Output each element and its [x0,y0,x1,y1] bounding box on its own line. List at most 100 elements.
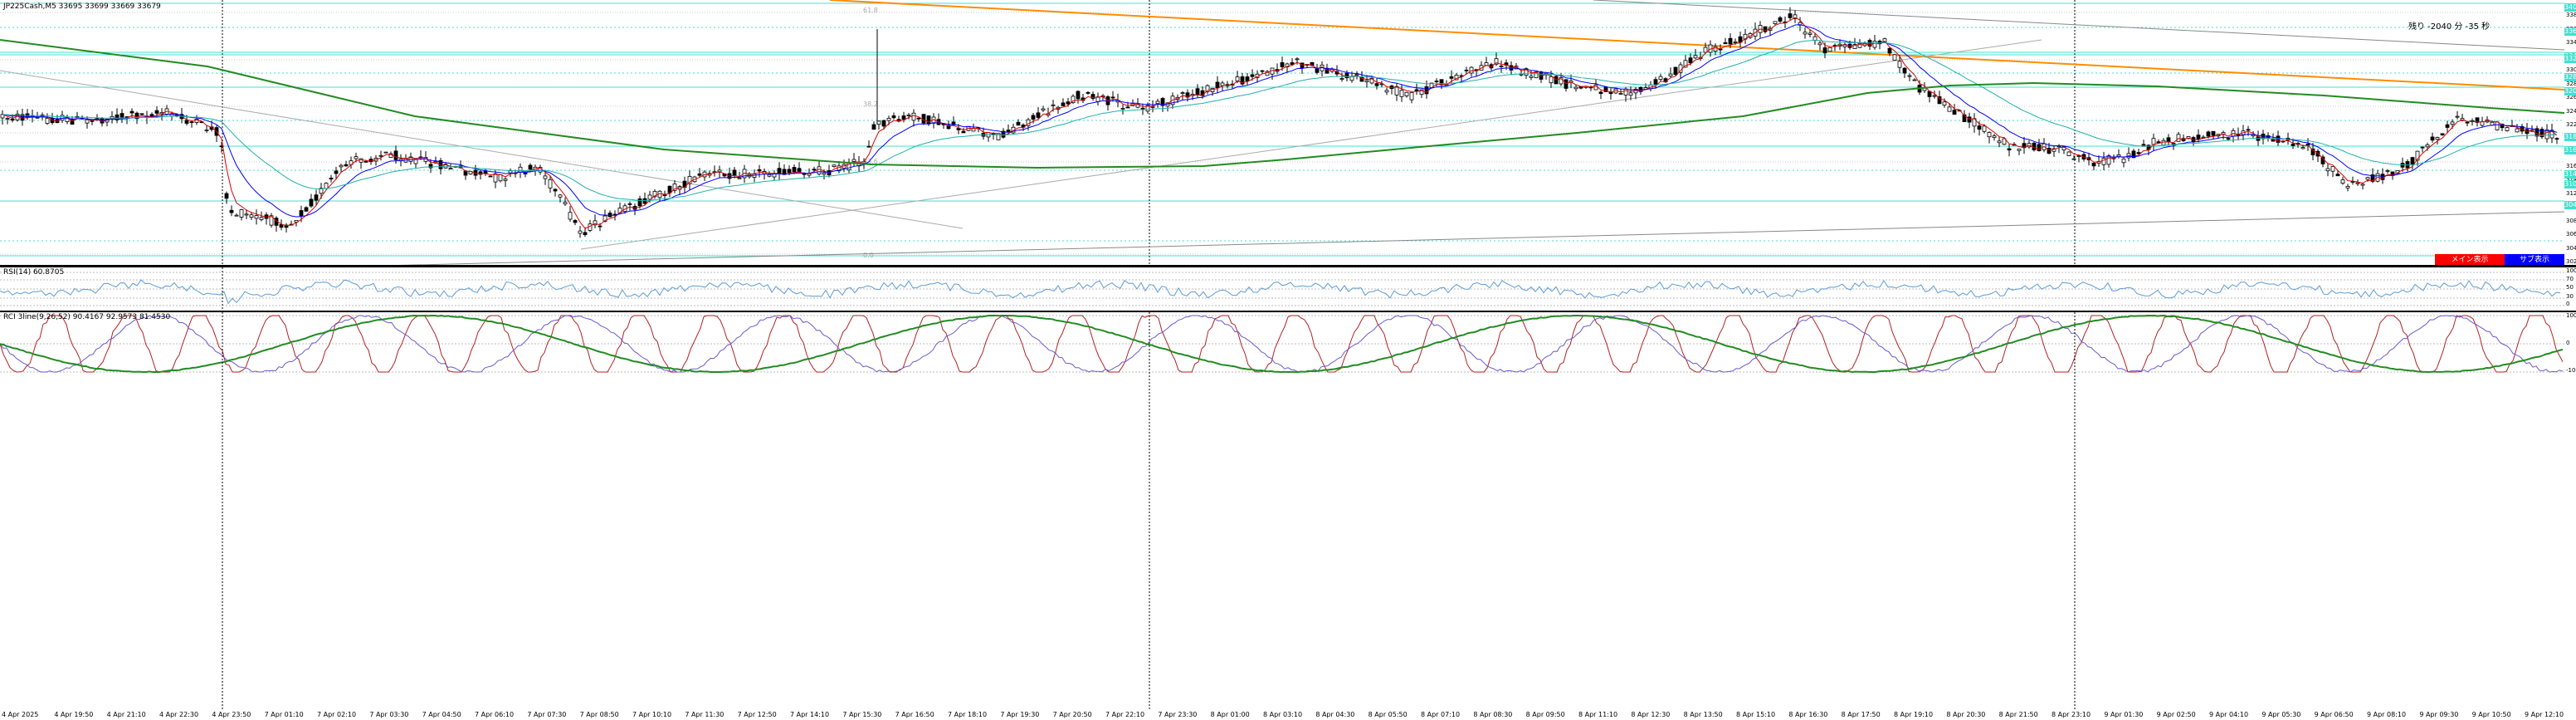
bullish-candle [1295,58,1300,61]
price-axis-label: 33482 [2566,39,2576,46]
price-level-tag: 34082 [2564,3,2576,12]
bullish-candle [2385,169,2390,172]
bullish-candle [1947,106,1952,112]
bearish-candle [428,164,433,169]
bearish-candle [2226,138,2231,140]
bearish-candle [129,110,134,114]
bearish-candle [1449,76,1454,79]
bearish-candle [1578,86,1583,89]
bullish-candle [1524,68,1529,76]
bearish-candle [1061,102,1066,106]
rci-axis-label: -100 [2566,367,2576,374]
bullish-candle [2450,121,2455,125]
price-chart-canvas[interactable]: 61.8 38.2 23.6 0.0 [0,0,2564,266]
rci-pane[interactable]: RCI 3line(9,26,52) 90.4167 92.9573 81.45… [0,312,2564,709]
bullish-candle [911,112,916,121]
bearish-candle [2539,129,2544,138]
bullish-candle [2415,150,2420,161]
bullish-candle [324,183,329,189]
bearish-candle [2196,135,2201,140]
bearish-candle [2554,138,2559,140]
bearish-candle [2037,144,2042,151]
bearish-candle [1250,74,1255,77]
bullish-candle [2101,158,2106,165]
bearish-candle [812,169,817,171]
sub-view-button[interactable]: サブ表示 [2505,254,2564,266]
bearish-candle [951,121,956,125]
bullish-candle [1693,55,1698,59]
price-level-tag: 32877 [2564,73,2576,81]
bearish-candle [1778,17,1783,22]
price-level-tag: 31077 [2564,180,2576,189]
bearish-candle [961,130,966,134]
bullish-candle [672,184,677,191]
bullish-candle [1748,33,1753,38]
rsi-pane[interactable]: RSI(14) 60.8705 [0,267,2564,311]
bearish-candle [1076,91,1081,100]
bullish-candle [2325,168,2330,172]
bullish-candle [1992,135,1997,139]
bullish-candle [2515,128,2520,133]
bearish-candle [667,185,672,193]
bullish-candle [319,188,324,194]
bearish-candle [229,209,234,213]
bullish-candle [1987,132,1992,138]
bullish-candle [503,179,508,181]
bearish-candle [866,145,871,148]
bullish-candle [2505,127,2510,131]
ema-mid-line [2,40,2558,202]
bullish-candle [239,209,244,218]
bearish-candle [2136,152,2141,154]
rsi-axis-label: 50 [2566,284,2574,291]
bullish-candle [687,175,692,184]
bearish-candle [1325,67,1329,74]
price-axis-label: 31477 [2566,176,2576,183]
bullish-candle [876,120,881,125]
rsi-axis-label: 70 [2566,276,2574,282]
bearish-candle [553,189,558,192]
price-axis-label: 33082 [2566,66,2576,73]
time-axis-label: 7 Apr 16:50 [895,711,934,718]
bearish-candle [1300,62,1305,68]
bullish-candle [593,220,598,226]
bearish-candle [10,118,15,121]
fibonacci-label: 61.8 [863,7,878,14]
bearish-candle [2206,131,2211,137]
time-axis-label: 8 Apr 11:10 [1578,711,1618,718]
bullish-candle [886,118,891,121]
bearish-candle [334,170,339,174]
time-axis-label: 8 Apr 12:30 [1631,711,1671,718]
bearish-candle [1688,57,1693,64]
bullish-candle [1354,73,1359,76]
bearish-candle [314,194,319,201]
bullish-candle [249,214,254,218]
bullish-candle [1713,46,1718,52]
bearish-candle [483,170,488,174]
gray-trendline [1593,0,2564,51]
bearish-candle [662,194,667,197]
bearish-candle [1245,76,1250,81]
bullish-candle [85,119,90,124]
bearish-candle [189,121,194,124]
bearish-candle [1424,86,1429,95]
bullish-candle [1658,76,1663,81]
bullish-candle [817,166,822,174]
orange-trendline [829,0,2564,91]
main-view-button[interactable]: メイン表示 [2435,254,2505,266]
time-axis-label: 7 Apr 02:10 [317,711,357,718]
main-chart-pane[interactable]: 61.8 38.2 23.6 0.0 JP225Cash,M5 33695 33699… [0,0,2564,266]
time-axis-label: 7 Apr 23:30 [1158,711,1198,718]
bearish-candle [393,150,398,160]
bullish-candle [1912,79,1917,81]
bearish-candle [154,110,159,114]
bearish-candle [1788,13,1793,18]
rci-short-line [0,315,2564,373]
bullish-candle [1285,63,1290,67]
bearish-candle [2410,157,2415,165]
bearish-candle [777,168,782,174]
fibonacci-label: 38.2 [863,100,878,108]
bearish-candle [1952,110,1957,115]
bullish-candle [1798,22,1803,26]
bullish-candle [2300,147,2305,149]
bearish-candle [637,198,642,207]
